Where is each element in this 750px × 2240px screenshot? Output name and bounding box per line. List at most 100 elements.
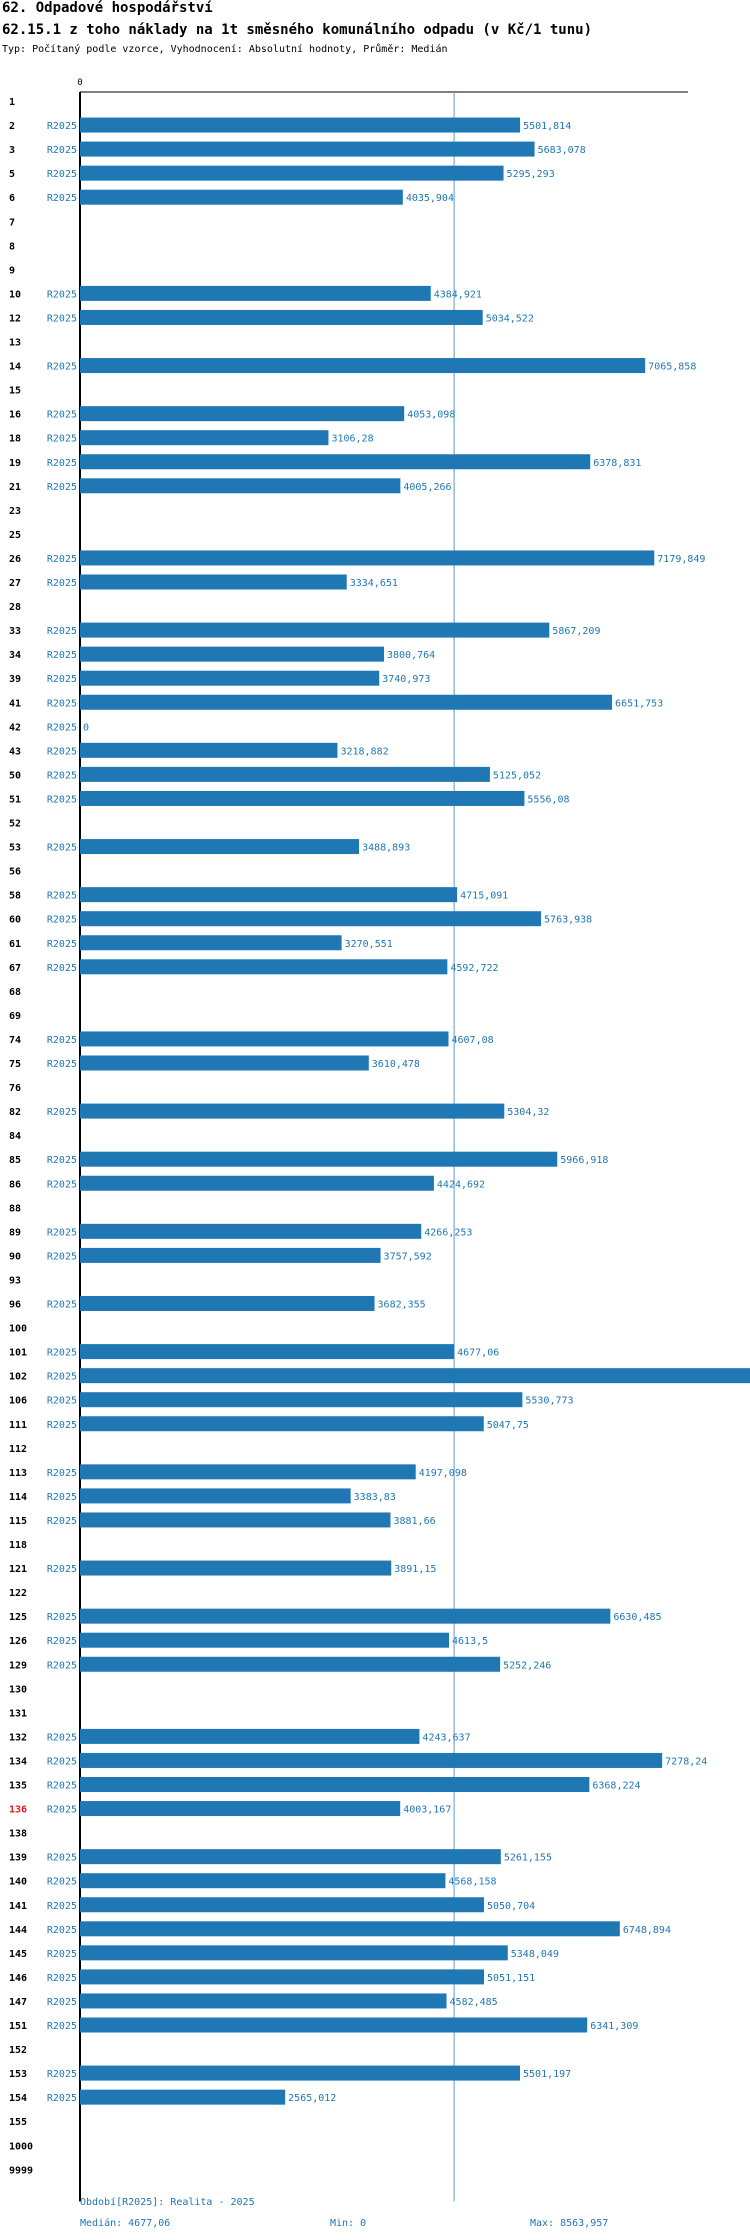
value-label: 5034,522 xyxy=(486,313,534,324)
category-label: 56 xyxy=(9,867,21,878)
category-label: 18 xyxy=(9,434,21,445)
series-label: R2025 xyxy=(47,1949,77,1960)
bar xyxy=(80,358,646,374)
category-label: 102 xyxy=(9,1372,27,1383)
value-label: 3891,15 xyxy=(394,1564,436,1575)
bar xyxy=(80,1031,449,1047)
category-label: 113 xyxy=(9,1468,27,1479)
category-label: 58 xyxy=(9,891,21,902)
bar xyxy=(80,1151,558,1167)
series-label: R2025 xyxy=(47,1973,77,1984)
value-label: 5050,704 xyxy=(487,1901,535,1912)
series-label: R2025 xyxy=(47,1732,77,1743)
category-label: 51 xyxy=(9,794,21,805)
bar xyxy=(80,574,347,590)
bar xyxy=(80,1512,391,1528)
category-label: 15 xyxy=(9,386,21,397)
bar xyxy=(80,766,490,782)
value-label: 4424,692 xyxy=(437,1179,485,1190)
category-label: 69 xyxy=(9,1011,21,1022)
bar xyxy=(80,1897,484,1913)
series-label: R2025 xyxy=(47,1396,77,1407)
category-label: 152 xyxy=(9,2045,27,2056)
value-label: 6368,224 xyxy=(592,1781,640,1792)
series-label: R2025 xyxy=(47,289,77,300)
bar xyxy=(80,1560,392,1576)
bar xyxy=(80,1416,484,1432)
category-label: 26 xyxy=(9,554,21,565)
bar xyxy=(80,1945,508,1961)
series-label: R2025 xyxy=(47,1781,77,1792)
series-label: R2025 xyxy=(47,169,77,180)
category-label: 138 xyxy=(9,1829,27,1840)
series-label: R2025 xyxy=(47,650,77,661)
bar xyxy=(80,285,431,301)
value-label: 3218,882 xyxy=(340,746,388,757)
series-label: R2025 xyxy=(47,1564,77,1575)
category-label: 27 xyxy=(9,578,21,589)
series-label: R2025 xyxy=(47,963,77,974)
value-label: 3383,83 xyxy=(354,1492,396,1503)
bar xyxy=(80,117,521,133)
category-label: 141 xyxy=(9,1901,27,1912)
series-label: R2025 xyxy=(47,554,77,565)
category-label: 86 xyxy=(9,1179,21,1190)
category-label: 39 xyxy=(9,674,21,685)
category-label: 135 xyxy=(9,1781,27,1792)
bar xyxy=(80,141,535,157)
category-label: 118 xyxy=(9,1540,27,1551)
category-label: 121 xyxy=(9,1564,27,1575)
category-label: 8 xyxy=(9,241,15,252)
series-label: R2025 xyxy=(47,458,77,469)
series-label: R2025 xyxy=(47,1877,77,1888)
page-title: 62. Odpadové hospodářství xyxy=(2,0,213,16)
value-label: 4592,722 xyxy=(450,963,498,974)
value-label: 6748,894 xyxy=(623,1925,671,1936)
series-label: R2025 xyxy=(47,843,77,854)
series-label: R2025 xyxy=(47,145,77,156)
category-label: 1 xyxy=(9,97,15,108)
value-label: 4266,253 xyxy=(424,1227,472,1238)
series-label: R2025 xyxy=(47,1636,77,1647)
series-label: R2025 xyxy=(47,1300,77,1311)
category-label: 151 xyxy=(9,2021,27,2032)
footer-median: Medián: 4677,06 xyxy=(80,2218,171,2229)
bar xyxy=(80,1247,381,1263)
value-label: 5047,75 xyxy=(487,1420,529,1431)
series-label: R2025 xyxy=(47,2069,77,2080)
category-label: 6 xyxy=(9,193,15,204)
category-label: 129 xyxy=(9,1660,27,1671)
bar xyxy=(80,911,542,927)
category-label: 43 xyxy=(9,746,21,757)
category-label: 145 xyxy=(9,1949,27,1960)
footer-period: Období[R2025]: Realita - 2025 xyxy=(80,2197,255,2208)
bar xyxy=(80,1849,501,1865)
series-label: R2025 xyxy=(47,193,77,204)
bar xyxy=(80,189,403,205)
category-label: 21 xyxy=(9,482,21,493)
bar xyxy=(80,550,655,566)
series-label: R2025 xyxy=(47,1179,77,1190)
bar xyxy=(80,1055,369,1071)
category-label: 111 xyxy=(9,1420,27,1431)
series-label: R2025 xyxy=(47,482,77,493)
value-label: 6341,309 xyxy=(590,2021,638,2032)
bar xyxy=(80,454,591,470)
value-label: 5252,246 xyxy=(503,1660,551,1671)
series-label: R2025 xyxy=(47,1107,77,1118)
value-label: 5348,049 xyxy=(511,1949,559,1960)
series-label: R2025 xyxy=(47,1251,77,1262)
series-label: R2025 xyxy=(47,2021,77,2032)
category-label: 9 xyxy=(9,265,15,276)
value-label: 3334,651 xyxy=(350,578,398,589)
value-label: 5966,918 xyxy=(560,1155,608,1166)
value-label: 4035,904 xyxy=(406,193,454,204)
series-label: R2025 xyxy=(47,1059,77,1070)
series-label: R2025 xyxy=(47,891,77,902)
value-label: 7179,849 xyxy=(657,554,705,565)
bar xyxy=(80,839,360,855)
category-label: 52 xyxy=(9,819,21,830)
bar xyxy=(80,2017,588,2033)
footer-max: Max: 8563,957 xyxy=(530,2218,609,2229)
bar xyxy=(80,1801,401,1817)
